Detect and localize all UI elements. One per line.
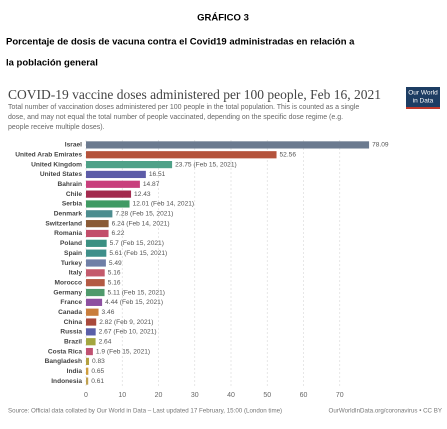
value-label: 12.43 <box>134 191 151 198</box>
category-label: Morocco <box>55 279 82 286</box>
bar <box>86 141 370 149</box>
category-label: United States <box>40 171 82 178</box>
bar <box>86 288 105 297</box>
category-label: India <box>67 368 83 375</box>
category-label: United Kingdom <box>31 161 82 168</box>
value-label: 52.56 <box>280 152 297 159</box>
bar <box>86 338 96 346</box>
value-label: 5.16 <box>108 270 121 277</box>
category-label: Germany <box>53 289 82 296</box>
value-label: 23.75 (Feb 15, 2021) <box>175 161 237 168</box>
bar <box>86 328 96 336</box>
value-label: 12.01 (Feb 14, 2021) <box>133 201 195 208</box>
value-label: 6.24 (Feb 14, 2021) <box>112 220 170 227</box>
bar <box>86 357 90 365</box>
bar <box>86 220 109 228</box>
category-label: Denmark <box>54 211 83 218</box>
bar <box>86 308 99 316</box>
logo-text: in Data <box>413 98 434 105</box>
x-tick-label: 50 <box>263 392 271 399</box>
value-label: 5.7 (Feb 15, 2021) <box>110 240 164 247</box>
bar <box>86 200 130 208</box>
category-label: Turkey <box>61 260 82 267</box>
source-note: Source: Official data collated by Our Wo… <box>8 408 282 415</box>
category-label: Romania <box>54 230 82 237</box>
value-label: 14.87 <box>143 181 160 188</box>
value-label: 0.83 <box>92 358 105 365</box>
bar <box>86 377 89 385</box>
category-label: Bangladesh <box>45 358 82 365</box>
category-label: Brazil <box>64 338 82 345</box>
bar <box>86 151 277 159</box>
category-label: Indonesia <box>51 378 82 385</box>
figure-caption: la población general <box>6 58 98 69</box>
bar <box>86 367 89 375</box>
bar <box>86 269 105 277</box>
value-label: 4.44 (Feb 15, 2021) <box>105 299 163 306</box>
category-label: Canada <box>58 309 82 316</box>
value-label: 2.67 (Feb 10, 2021) <box>99 329 157 336</box>
category-label: Poland <box>60 240 82 247</box>
category-label: United Arab Emirates <box>15 152 82 159</box>
category-label: Switzerland <box>45 220 82 227</box>
x-tick-label: 10 <box>118 392 126 399</box>
source-url: OurWorldInData.org/coronavirus • CC BY <box>329 408 442 415</box>
value-label: 0.61 <box>91 378 104 385</box>
value-label: 5.11 (Feb 15, 2021) <box>108 289 165 296</box>
category-label: Costa Rica <box>48 348 82 355</box>
category-label: Russia <box>60 329 82 336</box>
value-label: 16.51 <box>149 171 166 178</box>
bar <box>86 170 146 179</box>
bar <box>86 210 113 218</box>
logo-stripe <box>406 107 440 109</box>
value-label: 7.28 (Feb 15, 2021) <box>115 211 173 218</box>
value-label: 5.61 (Feb 15, 2021) <box>109 250 167 257</box>
logo-box <box>406 87 440 109</box>
chart-subtitle: people receive multiple doses). <box>8 124 105 131</box>
category-label: China <box>64 319 83 326</box>
value-label: 2.64 <box>99 338 112 345</box>
chart-subtitle: Total number of vaccination doses admini… <box>8 104 359 111</box>
value-label: 78.09 <box>372 142 389 149</box>
bar <box>86 229 109 238</box>
value-label: 5.16 <box>108 279 121 286</box>
x-tick-label: 60 <box>300 392 308 399</box>
bar <box>86 249 107 257</box>
x-tick-label: 0 <box>84 392 88 399</box>
chart-subtitle: dose, and may not equal the total number… <box>8 114 343 121</box>
value-label: 6.22 <box>112 230 125 237</box>
bar <box>86 180 140 188</box>
logo-text: Our World <box>408 90 438 97</box>
bar <box>86 259 106 267</box>
chart-title: COVID-19 vaccine doses administered per … <box>8 87 381 102</box>
value-label: 0.65 <box>91 368 104 375</box>
bar <box>86 347 93 356</box>
bar <box>86 161 173 169</box>
category-label: Spain <box>64 250 82 257</box>
bar <box>86 279 105 287</box>
category-label: Bahrain <box>57 181 82 188</box>
category-label: Israel <box>65 142 82 149</box>
figure-caption: Porcentaje de dosis de vacuna contra el … <box>6 37 355 48</box>
x-tick-label: 70 <box>336 392 344 399</box>
value-label: 2.82 (Feb 9, 2021) <box>99 319 153 326</box>
bar <box>86 298 103 306</box>
category-label: Chile <box>66 191 82 198</box>
bar <box>86 318 97 326</box>
bar <box>86 239 107 247</box>
category-label: Italy <box>69 270 83 277</box>
x-tick-label: 20 <box>155 392 163 399</box>
value-label: 5.49 <box>109 260 122 267</box>
x-tick-label: 30 <box>191 392 199 399</box>
x-tick-label: 40 <box>227 392 235 399</box>
bar <box>86 190 132 198</box>
value-label: 1.9 (Feb 15, 2021) <box>96 348 150 355</box>
category-label: Serbia <box>62 201 82 208</box>
figure-label: GRÁFICO 3 <box>197 13 249 24</box>
category-label: France <box>60 299 82 306</box>
value-label: 3.46 <box>102 309 115 316</box>
